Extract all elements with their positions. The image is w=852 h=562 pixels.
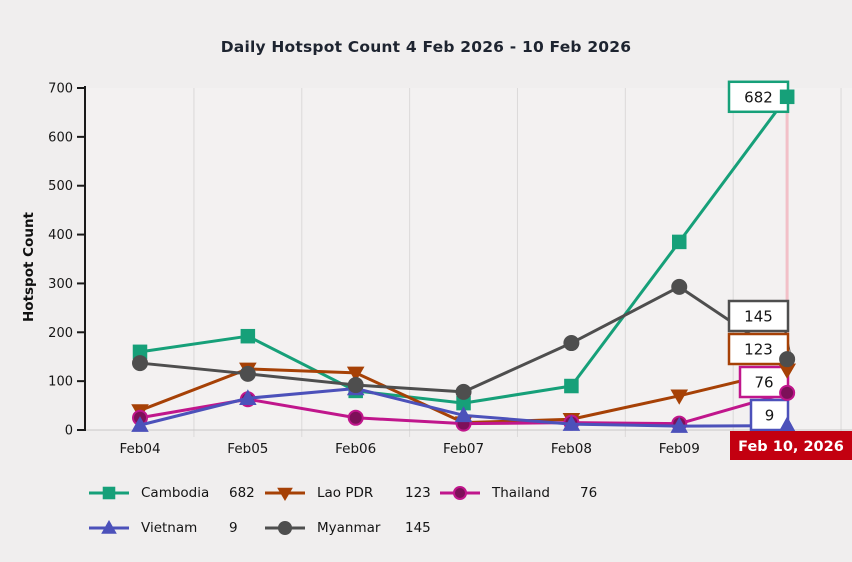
data-point [346, 366, 365, 382]
plot-area [85, 88, 852, 430]
legend-label: Vietnam [141, 520, 198, 536]
callout-value: 76 [754, 374, 773, 392]
legend-swatch-icon [265, 487, 305, 501]
x-tick-label: Feb08 [551, 441, 592, 457]
x-tick-label: Feb09 [659, 441, 700, 457]
data-point [672, 234, 687, 250]
legend-swatch-icon [265, 520, 305, 536]
highlight-date-label [730, 431, 852, 460]
y-tick-label: 200 [48, 326, 73, 341]
legend-label: Cambodia [141, 485, 210, 501]
legend-value: 76 [580, 485, 598, 501]
data-point [670, 417, 689, 433]
data-point [132, 355, 148, 372]
legend-marker-icon [101, 520, 117, 534]
legend-item-vietnam[interactable]: Vietnam 9 [87, 519, 238, 537]
value-callout [727, 299, 790, 333]
x-tick-label: Feb07 [443, 441, 484, 457]
legend-value: 123 [405, 485, 431, 501]
callout-value: 145 [744, 308, 773, 326]
chart-title: Daily Hotspot Count 4 Feb 2026 - 10 Feb … [220, 38, 632, 56]
y-tick-label: 700 [48, 82, 73, 97]
callout-value: 9 [765, 407, 775, 425]
data-point [240, 328, 256, 344]
y-tick-label: 400 [48, 228, 73, 243]
legend-item-lao-pdr[interactable]: Lao PDR 123 [263, 484, 431, 502]
value-callout [749, 398, 790, 432]
y-tick-label: 0 [65, 424, 73, 439]
legend-item-myanmar[interactable]: Myanmar 145 [263, 519, 431, 537]
y-tick-label: 500 [48, 179, 73, 194]
data-point [347, 409, 364, 426]
legend-marker-icon [277, 487, 293, 501]
end-data-point [779, 351, 796, 368]
legend-label: Myanmar [317, 520, 381, 536]
end-data-point [779, 89, 795, 105]
callout-value: 682 [744, 88, 773, 106]
legend-item-thailand[interactable]: Thailand 76 [438, 484, 597, 502]
data-point [562, 415, 581, 431]
y-tick-label: 300 [48, 277, 73, 292]
x-tick-label: Feb04 [119, 441, 160, 457]
data-point [347, 377, 364, 394]
legend-swatch-icon [89, 520, 129, 534]
highlight-date-text: Feb 10, 2026 [738, 439, 844, 455]
data-point [239, 389, 257, 405]
data-point [131, 416, 149, 432]
data-point [670, 389, 689, 405]
value-callout [727, 80, 790, 114]
data-point [564, 378, 579, 394]
callout-value: 123 [744, 341, 773, 359]
value-callout [727, 332, 790, 366]
legend-value: 9 [229, 520, 238, 536]
y-tick-label: 600 [48, 130, 73, 145]
legend-label: Thailand [492, 485, 550, 501]
legend-swatch-icon [89, 486, 129, 500]
legend-value: 145 [405, 520, 431, 536]
callout-arrow [782, 308, 793, 360]
legend-marker-icon [277, 520, 293, 536]
chart-canvas: 0 100 200 300 400 500 600 700 Feb04 Feb05 Feb06 Feb… [48, 80, 852, 460]
data-point [671, 278, 688, 295]
legend-marker-icon [102, 486, 116, 500]
data-point [454, 406, 473, 423]
data-point [455, 383, 472, 400]
x-tick-label: Feb05 [227, 441, 268, 457]
x-tick-label: Feb06 [335, 441, 376, 457]
legend-marker-icon [452, 485, 468, 501]
legend-value: 682 [229, 485, 255, 501]
legend-label: Lao PDR [317, 485, 374, 501]
data-point [239, 365, 256, 382]
data-point [563, 335, 580, 352]
legend-swatch-icon [440, 485, 480, 501]
legend-item-cambodia[interactable]: Cambodia 682 [87, 484, 255, 502]
end-data-point [779, 384, 796, 401]
y-tick-label: 100 [48, 375, 73, 390]
